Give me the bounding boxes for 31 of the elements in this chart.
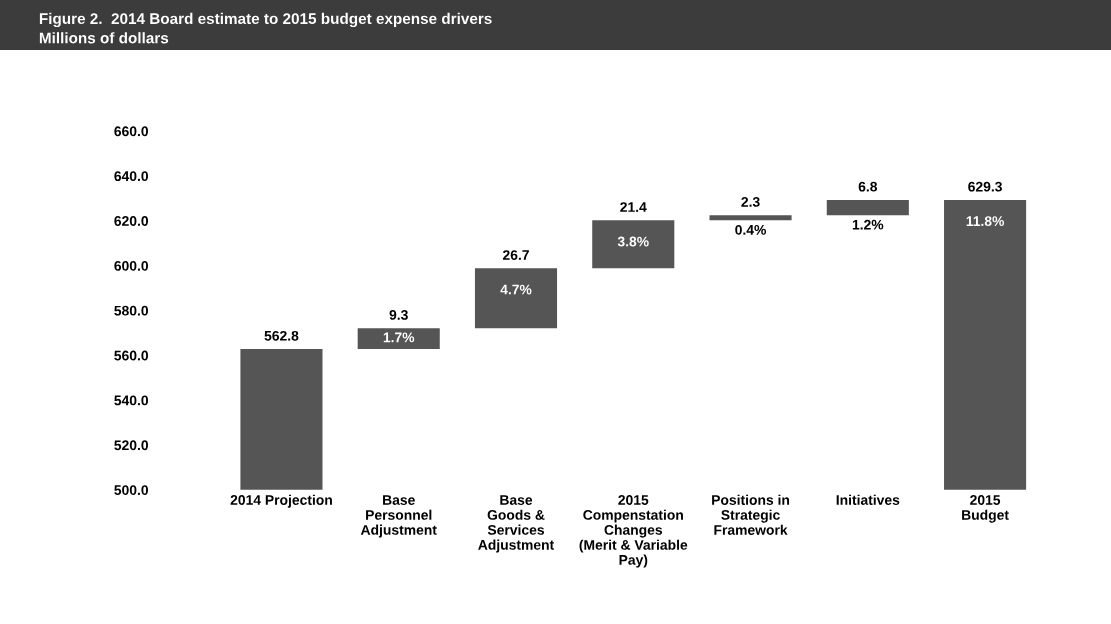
x-tick-label: Initiatives — [836, 494, 900, 505]
y-tick-label: 500.0 — [114, 485, 149, 496]
data-label: 26.7 — [502, 250, 529, 260]
y-tick-label: 560.0 — [114, 350, 149, 361]
x-tick-label: 2014 Projection — [230, 494, 332, 508]
data-label: 21.4 — [620, 202, 647, 212]
y-tick-label: 660.0 — [114, 126, 149, 137]
data-label: 2.3 — [741, 197, 760, 207]
annotation: 3.8% — [617, 236, 649, 247]
x-tick-label: 2015 Budget — [962, 495, 1009, 523]
annotation: 1.7% — [383, 332, 415, 343]
data-label: 9.3 — [389, 310, 408, 320]
x-tick-label: Base Goods & Services Adjustment — [478, 495, 555, 553]
x-tick-label: Base Personnel Adjustment — [360, 495, 437, 538]
chart-title: Figure 2. 2014 Board estimate to 2015 budget expense drivers — [39, 12, 492, 28]
annotation: 4.7% — [500, 284, 532, 295]
annotation: 0.4% — [735, 224, 767, 235]
x-tick-label: 2015 Compenstation Changes (Merit & Variable Pay) — [579, 495, 688, 568]
data-label: 629.3 — [968, 181, 1002, 192]
annotation: 11.8% — [966, 216, 1005, 227]
y-tick-label: 520.0 — [114, 440, 149, 451]
chart-subtitle: Millions of dollars — [39, 32, 169, 44]
y-tick-label: 620.0 — [114, 216, 149, 226]
x-tick-label: Positions in Strategic Framework — [712, 494, 790, 535]
y-tick-label: 600.0 — [114, 260, 149, 271]
y-tick-label: 640.0 — [114, 171, 149, 182]
annotation: 1.2% — [852, 219, 884, 230]
data-label: 6.8 — [858, 181, 878, 192]
data-label: 562.8 — [264, 330, 299, 341]
y-tick-label: 580.0 — [114, 305, 149, 316]
y-tick-label: 540.0 — [114, 395, 149, 406]
